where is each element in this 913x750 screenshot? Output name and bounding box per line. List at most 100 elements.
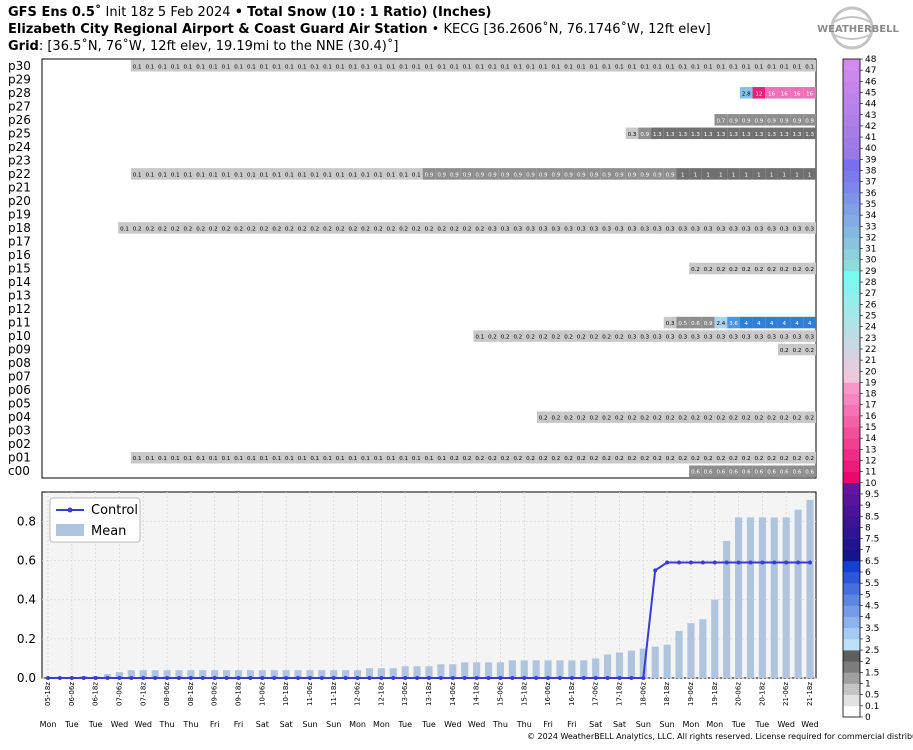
cell-label: 0.3 [704, 226, 713, 232]
heatmap-cell [612, 330, 626, 342]
control-point [379, 676, 384, 680]
cell-label: 0.2 [374, 226, 383, 232]
cell-label: 0.1 [336, 456, 345, 462]
heatmap-cell [727, 330, 740, 342]
heatmap-cell [333, 60, 347, 72]
colorbar-label: 12 [865, 456, 876, 466]
heatmap-cell [206, 168, 220, 180]
heatmap-cell [219, 60, 233, 72]
heatmap-cell [612, 168, 626, 180]
cell-label: 0.2 [539, 335, 548, 341]
control-point [546, 676, 551, 680]
heatmap-cell [803, 465, 816, 477]
control-point [343, 676, 348, 680]
cell-label: 0.1 [348, 172, 357, 178]
cell-label: 0.2 [628, 456, 637, 462]
cell-label: 0.2 [564, 456, 573, 462]
heatmap-cell [676, 330, 690, 342]
colorbar-label: 20 [865, 367, 877, 377]
cell-label: 0.1 [793, 64, 802, 70]
heatmap-cell [435, 451, 449, 464]
heatmap-cell [181, 168, 195, 180]
cell-label: 0.2 [678, 456, 687, 462]
member-label: p24 [8, 140, 31, 154]
colorbar-segment [843, 460, 860, 472]
cell-label: 0.2 [463, 456, 472, 462]
heatmap-cell [422, 222, 436, 234]
cell-label: 1 [808, 172, 812, 178]
heatmap-cell [689, 60, 702, 72]
heatmap-cell [409, 451, 423, 464]
cell-label: 4 [757, 321, 761, 327]
mean-bar [532, 660, 540, 678]
colorbar-label: 24 [865, 323, 877, 333]
colorbar-label: 35 [865, 200, 876, 210]
cell-label: 0.2 [234, 226, 243, 232]
heatmap-cell [511, 168, 525, 180]
station-line: Elizabeth City Regional Airport & Coast … [8, 22, 711, 37]
member-label: p27 [8, 99, 31, 113]
cell-label: 0.1 [628, 64, 637, 70]
member-label: p30 [8, 59, 31, 73]
cell-label: 0.3 [628, 226, 637, 232]
heatmap-cell [321, 222, 334, 234]
colorbar-label: 9.5 [865, 490, 879, 500]
cell-label: 0.1 [361, 456, 370, 462]
mean-bar [604, 654, 612, 678]
heatmap-cell [435, 168, 449, 180]
cell-label: 0.1 [412, 172, 421, 178]
control-point [617, 676, 622, 680]
cell-label: 0.1 [742, 64, 751, 70]
member-label: p14 [8, 275, 31, 289]
cell-label: 0.9 [805, 118, 814, 124]
cell-label: 12 [755, 91, 762, 97]
heatmap-cell [612, 222, 626, 234]
heatmap-cell [663, 222, 677, 234]
day-label: Mon [40, 720, 57, 729]
heatmap-cell [295, 60, 309, 72]
heatmap-cell [245, 222, 258, 234]
heatmap-cell [321, 60, 334, 72]
colorbar-segment [843, 348, 860, 361]
heatmap-cell [283, 451, 296, 464]
heatmap-cell [270, 60, 284, 72]
x-tick-label: 08-06z [163, 682, 171, 706]
colorbar-label: 4 [865, 613, 871, 623]
heatmap-cell [194, 60, 207, 72]
colorbar-label: 15 [865, 423, 876, 433]
cell-label: 0.1 [513, 64, 522, 70]
control-point [605, 676, 610, 680]
station-detail: • KECG [36.2606˚N, 76.1746˚W, 12ft elev] [431, 22, 711, 37]
colorbar-label: 36 [865, 189, 877, 199]
heatmap-cell [803, 330, 816, 342]
heatmap-cell [511, 222, 525, 234]
mean-bar [187, 670, 195, 678]
heatmap-cell [803, 343, 816, 356]
heatmap-cell [625, 222, 639, 234]
control-point [224, 676, 229, 680]
cell-label: 0.1 [260, 456, 269, 462]
heatmap-cell [257, 60, 271, 72]
cell-label: 0.3 [755, 335, 764, 341]
cell-label: 0.2 [475, 456, 484, 462]
cell-label: 0.1 [145, 64, 154, 70]
heatmap-cell [130, 168, 144, 180]
x-tick-label: 06-18z [92, 682, 100, 706]
heatmap-cell [270, 451, 284, 464]
mean-bar [139, 670, 147, 678]
heatmap-cell [409, 168, 423, 180]
cell-label: 0.3 [742, 226, 751, 232]
heatmap-cell [498, 168, 512, 180]
heatmap-cell [448, 222, 461, 234]
colorbar-label: 42 [865, 122, 876, 132]
colorbar-label: 1.5 [865, 668, 879, 678]
mean-bar [473, 662, 481, 678]
cell-label: 0.1 [209, 172, 218, 178]
heatmap-cell [625, 60, 639, 72]
heatmap-cell [765, 411, 778, 423]
cell-label: 0.3 [805, 335, 814, 341]
mean-bar [437, 664, 445, 678]
heatmap-cell [638, 127, 652, 140]
x-tick-label: 18-06z [639, 682, 647, 706]
colorbar-segment [843, 293, 860, 305]
